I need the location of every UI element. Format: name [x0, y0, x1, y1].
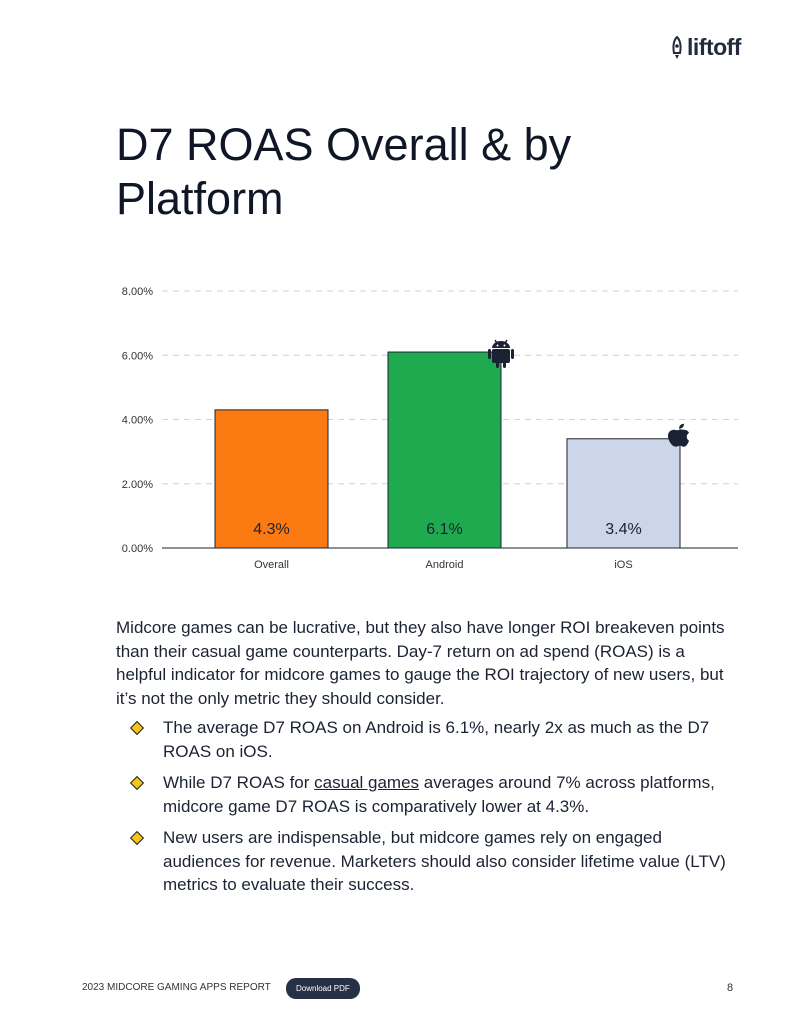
data-label: 3.4% — [605, 521, 641, 538]
android-icon — [488, 339, 514, 369]
bar-overall — [214, 409, 329, 549]
x-tick-label: Overall — [254, 559, 289, 571]
bar-ios — [566, 438, 681, 549]
report-name: 2023 MIDCORE GAMING APPS REPORT — [82, 982, 271, 993]
diamond-bullet-icon — [129, 830, 145, 846]
data-label: 4.3% — [253, 521, 289, 538]
x-tick-label: Android — [426, 559, 464, 571]
download-pdf-button[interactable]: Download PDF — [286, 978, 360, 999]
page-number: 8 — [727, 982, 734, 994]
diamond-bullet-icon — [129, 720, 145, 736]
logo-text: liftoff — [687, 34, 741, 60]
diamond-bullet-icon — [129, 775, 145, 791]
y-tick-label: 2.00% — [122, 479, 153, 491]
roas-bar-chart: 0.00% 2.00% 4.00% 6.00% 8.00% 4.3% Overall 6.1%… — [122, 286, 738, 571]
bullet-item: New users are indispensable, but midcore… — [129, 826, 730, 897]
y-tick-label: 8.00% — [122, 286, 153, 298]
bullet-item: The average D7 ROAS on Android is 6.1%, … — [129, 716, 730, 763]
bar-android — [387, 351, 502, 549]
y-tick-label: 4.00% — [122, 415, 153, 427]
y-tick-label: 0.00% — [122, 543, 153, 555]
rocket-icon — [672, 35, 682, 59]
casual-games-link[interactable]: casual games — [314, 773, 420, 792]
data-label: 6.1% — [426, 521, 462, 538]
page-title: D7 ROAS Overall & by Platform — [116, 119, 572, 224]
bullet-item: While D7 ROAS for casual games averages … — [129, 771, 730, 818]
liftoff-logo: liftoff — [670, 34, 741, 61]
intro-paragraph: Midcore games can be lucrative, but they… — [116, 618, 725, 708]
bullet-list: The average D7 ROAS on Android is 6.1%, … — [129, 716, 730, 905]
x-tick-label: iOS — [614, 559, 632, 571]
apple-icon — [668, 423, 689, 447]
y-tick-label: 6.00% — [122, 350, 153, 362]
